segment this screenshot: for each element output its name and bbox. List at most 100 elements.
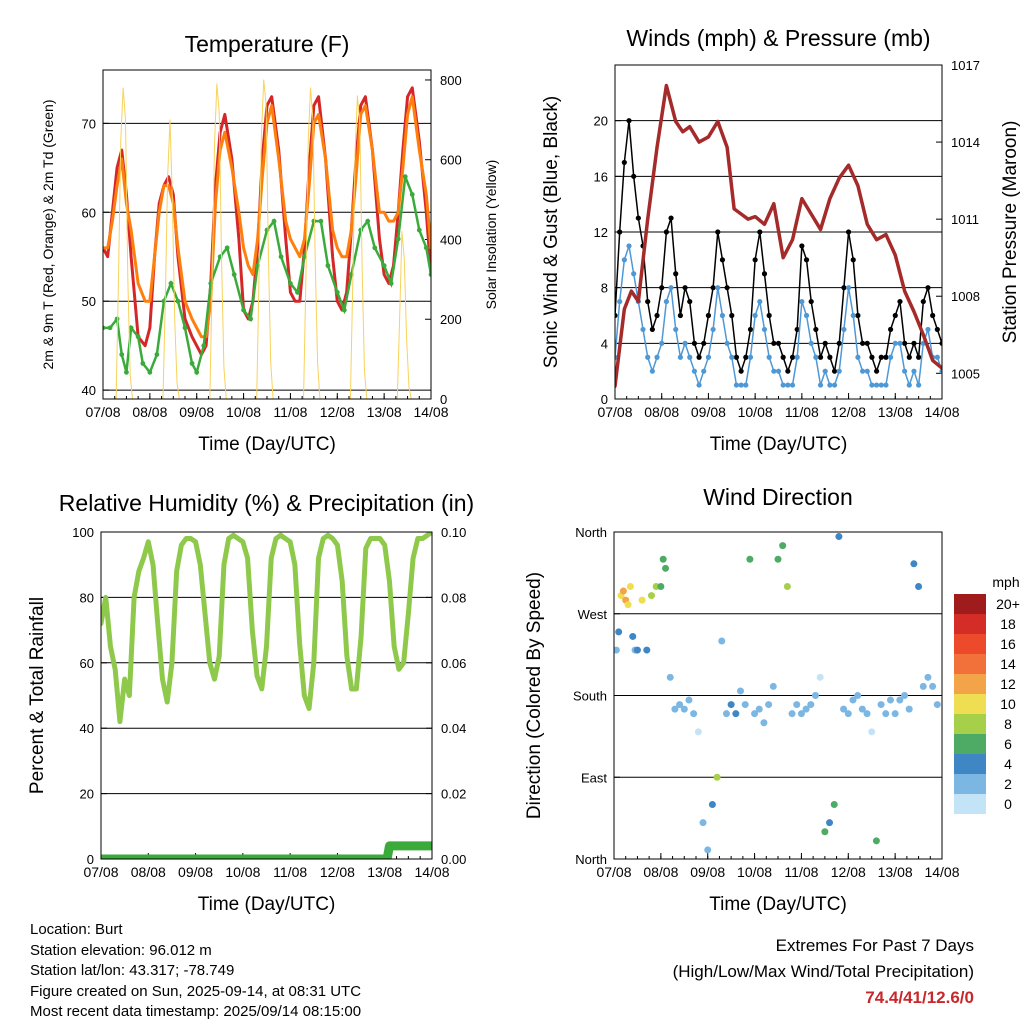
x-tick-label: 13/08 (367, 864, 402, 880)
colorbar-swatch (954, 734, 986, 754)
winds-chart: Winds (mph) & Pressure (mb) 07/08 08/08 09/… (541, 25, 1021, 455)
extremes-box: Extremes For Past 7 Days (High/Low/Max W… (673, 933, 974, 1011)
y-tick-label: 16 (594, 169, 608, 184)
colorbar-swatch (954, 614, 986, 634)
colorbar-level-label: 2 (1004, 776, 1012, 792)
2m-td-point (224, 245, 230, 251)
direction-point (746, 555, 754, 563)
colorbar-swatch (954, 794, 986, 814)
2m-td-point (409, 192, 415, 197)
direction-point (802, 705, 810, 713)
humidity-chart: Relative Humidity (%) & Precipitation (i… (27, 490, 474, 915)
x-tick-label: 10/08 (737, 864, 772, 880)
direction-point (783, 583, 791, 590)
station-info: Location: Burt Station elevation: 96.012… (30, 920, 361, 1023)
direction-point (788, 710, 796, 718)
2m-td-point (168, 281, 174, 286)
direction-point (835, 533, 843, 541)
direction-point (840, 705, 848, 713)
2m-td-point (358, 227, 364, 233)
y-right-tick-label: 1008 (951, 289, 980, 304)
direction-point (713, 773, 721, 781)
x-tick-label: 10/08 (225, 864, 260, 880)
2m-td-point (124, 369, 129, 375)
y-tick-label: 0 (601, 392, 608, 407)
colorbar-level-label: 12 (1000, 676, 1016, 692)
direction-point (657, 583, 665, 590)
y-axis-label-right: Station Pressure (Maroon) (1000, 121, 1021, 344)
x-tick-label: 14/08 (924, 404, 959, 420)
temperature-chart: Temperature (F) 07/08 08/08 09/08 10/08 11/08… (40, 31, 499, 455)
x-tick-label: 07/08 (83, 864, 118, 880)
y-right-tick-label: 0.06 (441, 656, 466, 671)
2m-td-point (241, 307, 246, 313)
colorbar-level-label: 4 (1004, 756, 1012, 772)
2m-td-point (140, 361, 146, 366)
x-tick-label: 07/08 (597, 404, 632, 420)
direction-point (868, 728, 876, 736)
plot-frame (100, 531, 433, 860)
direction-point (666, 673, 674, 681)
plot-frame (102, 69, 432, 400)
elevation-text: Station elevation: 96.012 m (30, 941, 212, 959)
2m-td-point (175, 298, 181, 304)
x-axis-label: Time (Day/UTC) (709, 894, 847, 915)
direction-point (830, 801, 838, 808)
2m-td-point (334, 289, 340, 295)
direction-point (680, 705, 688, 713)
direction-point (708, 801, 716, 808)
y-right-tick-label: 0.10 (441, 525, 466, 540)
latlon-text: Station lat/lon: 43.317; -78.749 (30, 962, 235, 979)
colorbar-level-label: 8 (1004, 716, 1012, 732)
direction-point (929, 682, 937, 690)
2m-td-point (381, 263, 387, 269)
direction-point (821, 828, 829, 836)
direction-point (919, 682, 927, 690)
direction-point (633, 646, 641, 654)
x-tick-label: 08/08 (643, 864, 678, 880)
x-axis-label: Time (Day/UTC) (198, 894, 336, 915)
x-tick-label: 08/08 (644, 404, 679, 420)
9m-t-line (103, 95, 431, 339)
direction-point (910, 560, 918, 568)
2m-td-point (154, 352, 160, 357)
y-right-tick-label: 600 (440, 153, 462, 168)
colorbar-level-label: 16 (1000, 636, 1016, 652)
plot-area (614, 533, 941, 854)
2m-td-point (103, 325, 106, 331)
direction-point (671, 705, 679, 713)
2m-td-point (318, 218, 324, 224)
2m-td-point (231, 272, 237, 277)
direction-point (614, 646, 620, 654)
y-right-tick-label: 1011 (951, 212, 979, 227)
y-tick-label: North (575, 525, 607, 540)
y-right-tick-label: 1005 (951, 366, 980, 381)
y-tick-label: 8 (601, 281, 608, 296)
direction-point (863, 710, 871, 718)
2m-td-point (194, 369, 200, 375)
direction-point (699, 819, 707, 827)
colorbar-level-label: 6 (1004, 736, 1012, 752)
y-tick-label: 0 (87, 852, 94, 867)
x-tick-label: 13/08 (878, 404, 913, 420)
y-tick-label: 20 (594, 114, 608, 129)
x-tick-label: 14/08 (413, 404, 448, 420)
chart-title: Wind Direction (703, 484, 853, 510)
colorbar-swatch (954, 774, 986, 794)
2m-td-point (147, 369, 153, 375)
solar-insolation-line (103, 79, 431, 399)
colorbar-level-label: 10 (1000, 696, 1016, 712)
direction-point (662, 564, 670, 572)
2m-td-point (311, 218, 317, 224)
direction-point (638, 596, 646, 604)
y-right-tick-label: 0.04 (441, 721, 466, 736)
y-tick-label: 60 (82, 205, 96, 220)
x-tick-label: 07/08 (596, 864, 631, 880)
direction-point (915, 583, 923, 590)
x-tick-label: 11/08 (273, 404, 307, 420)
direction-point (704, 846, 712, 854)
colorbar-label: mph (992, 574, 1019, 590)
relative-humidity-line (101, 532, 432, 725)
colorbar-swatch (954, 674, 986, 694)
plot-frame (613, 531, 943, 860)
